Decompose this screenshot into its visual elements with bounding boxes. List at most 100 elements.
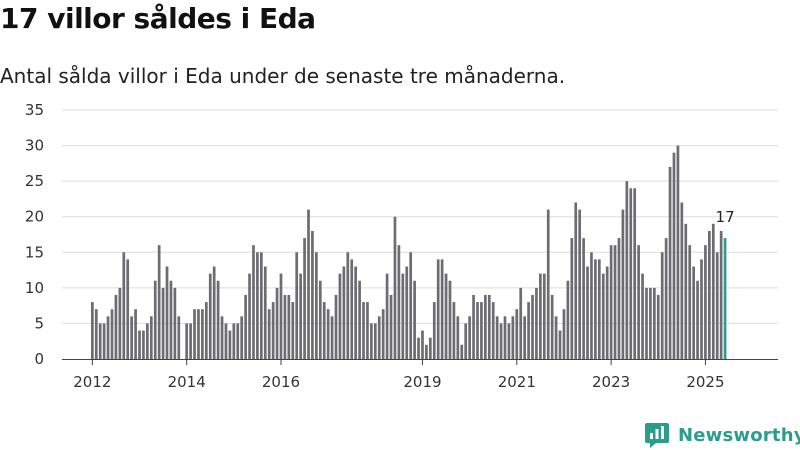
bar <box>338 273 342 359</box>
bar <box>574 202 578 359</box>
bar <box>122 252 126 359</box>
bar <box>629 188 633 359</box>
bar <box>370 323 373 359</box>
bar <box>389 294 393 359</box>
bar <box>637 245 640 359</box>
gridlines <box>62 109 778 324</box>
bar <box>279 273 283 359</box>
bar <box>185 323 189 359</box>
bar <box>315 252 318 359</box>
bar <box>102 323 106 359</box>
bar <box>672 152 676 359</box>
latest-value-label: 17 <box>716 208 735 226</box>
y-tick-label: 0 <box>34 350 44 368</box>
bar <box>358 280 361 359</box>
bar <box>503 316 507 359</box>
bar <box>440 259 444 359</box>
bar <box>134 309 137 359</box>
bar <box>236 323 240 359</box>
bar <box>676 145 680 359</box>
bar <box>275 287 279 359</box>
bar <box>409 252 413 359</box>
bar <box>428 337 432 359</box>
bar <box>554 316 558 359</box>
bar <box>515 309 519 359</box>
bar <box>609 245 613 359</box>
bar <box>208 273 212 359</box>
bar <box>244 294 247 359</box>
bar <box>91 302 94 359</box>
bar <box>425 344 428 359</box>
bar <box>531 294 534 359</box>
chart-subtitle: Antal sålda villor i Eda under de senast… <box>0 64 566 88</box>
bar <box>476 302 479 359</box>
x-tick-label: 2012 <box>73 373 111 391</box>
bar <box>201 309 204 359</box>
bar <box>700 259 703 359</box>
bar <box>684 223 688 359</box>
x-tick-label: 2019 <box>403 373 441 391</box>
bar <box>118 287 122 359</box>
bar <box>601 273 605 359</box>
bar <box>149 316 153 359</box>
bar <box>204 302 208 359</box>
x-tick-label: 2016 <box>262 373 300 391</box>
bar <box>652 287 656 359</box>
bar-latest <box>723 238 727 359</box>
bar <box>157 245 161 359</box>
bar <box>326 309 330 359</box>
bar <box>267 309 271 359</box>
bar <box>436 259 440 359</box>
bar <box>138 330 141 359</box>
bar <box>146 323 149 359</box>
bar <box>444 273 448 359</box>
bar <box>256 252 259 359</box>
bar <box>110 309 114 359</box>
bar <box>94 309 98 359</box>
bar <box>224 323 228 359</box>
bar <box>432 302 436 359</box>
bar <box>491 302 495 359</box>
bar <box>220 316 224 359</box>
bar <box>283 294 287 359</box>
bar <box>130 316 133 359</box>
bar <box>161 287 165 359</box>
bar <box>546 209 550 359</box>
bar <box>177 316 181 359</box>
bar <box>617 238 621 359</box>
bar <box>354 266 358 359</box>
y-tick-label: 25 <box>25 172 44 190</box>
bar <box>625 181 629 359</box>
bar <box>385 273 389 359</box>
bar <box>487 294 491 359</box>
bar <box>114 294 118 359</box>
bar <box>633 188 637 359</box>
bar <box>704 245 707 359</box>
bar <box>307 209 310 359</box>
newsworthy-logo: Newsworthy <box>644 420 800 450</box>
bar <box>708 230 711 359</box>
bar <box>507 323 511 359</box>
bar <box>550 294 554 359</box>
bar <box>173 287 177 359</box>
bar <box>252 245 255 359</box>
y-tick-label: 20 <box>25 208 44 226</box>
bar <box>696 280 699 359</box>
bar <box>664 238 668 359</box>
bar <box>578 209 582 359</box>
bar <box>539 273 542 359</box>
bar <box>472 294 475 359</box>
bar <box>350 259 354 359</box>
bar <box>334 294 338 359</box>
chart-title: 17 villor såldes i Eda <box>0 2 316 35</box>
bar <box>263 266 267 359</box>
bar <box>401 273 405 359</box>
bar <box>212 266 216 359</box>
bar <box>126 259 130 359</box>
bar <box>464 323 468 359</box>
y-tick-label: 5 <box>34 314 44 332</box>
bar <box>621 209 625 359</box>
bar <box>688 245 692 359</box>
bar <box>715 252 719 359</box>
brand-name: Newsworthy <box>678 424 800 446</box>
